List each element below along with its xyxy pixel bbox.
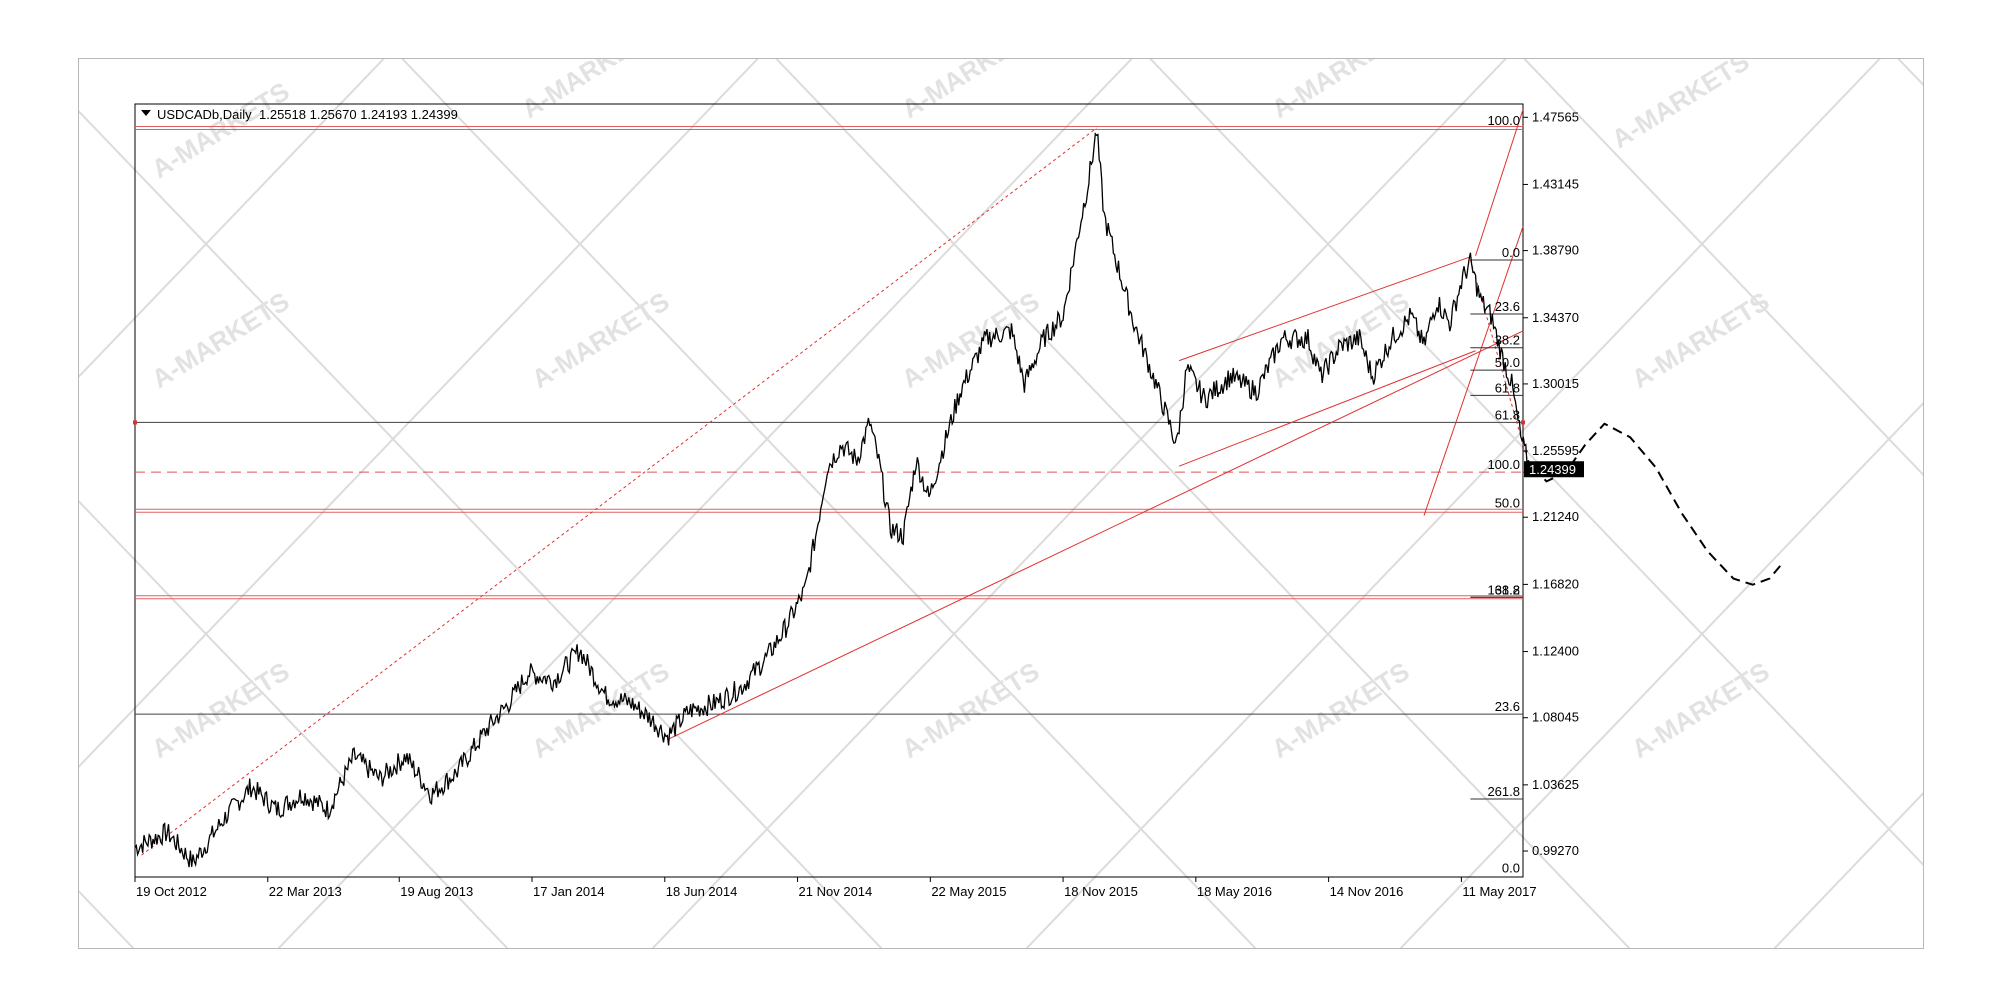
plot-area (134, 103, 1524, 878)
x-tick-label: 19 Aug 2013 (400, 884, 473, 899)
level-marker (133, 420, 137, 425)
fibo-label: 50.0 (1495, 496, 1520, 511)
watermark-background (79, 59, 1923, 948)
small-channel-lower (1178, 350, 1476, 467)
price-line (134, 132, 1531, 868)
x-tick-label: 18 May 2016 (1197, 884, 1272, 899)
x-tick-label: 14 Nov 2016 (1330, 884, 1404, 899)
fibo-label: 23.6 (1495, 299, 1520, 314)
horizontal-levels (133, 126, 1525, 715)
channel-lower-line (667, 330, 1524, 741)
x-tick-label: 21 Nov 2014 (799, 884, 873, 899)
chart-frame: A-MARKETS A-MARKETS A-MARKETS A-MARKETS A-MA… (78, 58, 1924, 949)
small-channel-upper (1178, 256, 1471, 362)
chart-header: USDCADb,Daily 1.25518 1.25670 1.24193 1.… (141, 107, 458, 122)
time-axis: 19 Oct 2012 22 Mar 2013 19 Aug 2013 17 Jan … (134, 877, 1537, 899)
trend-line-dotted (141, 127, 1097, 856)
y-tick-label: 1.38790 (1532, 243, 1579, 258)
level-marker (1521, 420, 1525, 425)
fibo-label: 0.0 (1502, 861, 1520, 876)
price-axis: 1.47565 1.43145 1.38790 1.34370 1.30015 1.255… (1523, 109, 1579, 858)
x-tick-label: 18 Nov 2015 (1064, 884, 1138, 899)
fibonacci-levels: 100.0 0.0 23.6 38.2 50.0 61.8 61.8 100.0 50.0 161… (1470, 113, 1534, 876)
fibo-label: 61.8 (1495, 380, 1520, 395)
y-tick-label: 1.30015 (1532, 376, 1579, 391)
fibo-label: 23.6 (1495, 699, 1520, 714)
x-tick-label: 17 Jan 2014 (533, 884, 605, 899)
y-tick-label: 0.99270 (1532, 843, 1579, 858)
fibo-label: 100.0 (1487, 457, 1520, 472)
fibo-label: 38.2 (1495, 582, 1520, 597)
x-tick-label: 19 Oct 2012 (136, 884, 207, 899)
y-tick-label: 1.08045 (1532, 710, 1579, 725)
fibo-label: 50.0 (1495, 355, 1520, 370)
y-tick-label: 1.25595 (1532, 443, 1579, 458)
y-tick-label: 1.12400 (1532, 644, 1579, 659)
y-tick-label: 1.47565 (1532, 109, 1579, 124)
y-tick-label: 1.16820 (1532, 576, 1579, 591)
x-tick-label: 22 May 2015 (931, 884, 1006, 899)
x-tick-label: 18 Jun 2014 (666, 884, 738, 899)
y-tick-label: 1.21240 (1532, 509, 1579, 524)
fibo-label: 0.0 (1502, 245, 1520, 260)
collapse-triangle-icon[interactable] (141, 110, 151, 116)
last-price-tag: 1.24399 (1524, 461, 1584, 478)
fibo-label: 61.8 (1495, 407, 1520, 422)
last-price-box (1524, 461, 1584, 478)
ohlc-readout: 1.25518 1.25670 1.24193 1.24399 (259, 107, 458, 122)
channel-upper-line (1475, 109, 1524, 256)
x-tick-label: 22 Mar 2013 (269, 884, 342, 899)
trend-lines (141, 109, 1531, 856)
fibo-label: 100.0 (1487, 113, 1520, 128)
last-price-label: 1.24399 (1529, 462, 1576, 477)
y-tick-label: 1.03625 (1532, 777, 1579, 792)
x-tick-label: 11 May 2017 (1462, 884, 1536, 899)
fibo-label: 38.2 (1495, 333, 1520, 348)
fibo-label: 261.8 (1487, 784, 1520, 799)
channel-mid-line (1423, 226, 1524, 516)
y-tick-label: 1.34370 (1532, 310, 1579, 325)
fibo-label: 161.8 (1487, 582, 1520, 597)
y-tick-label: 1.43145 (1532, 176, 1579, 191)
chart-title: USDCADb,Daily (157, 107, 252, 122)
